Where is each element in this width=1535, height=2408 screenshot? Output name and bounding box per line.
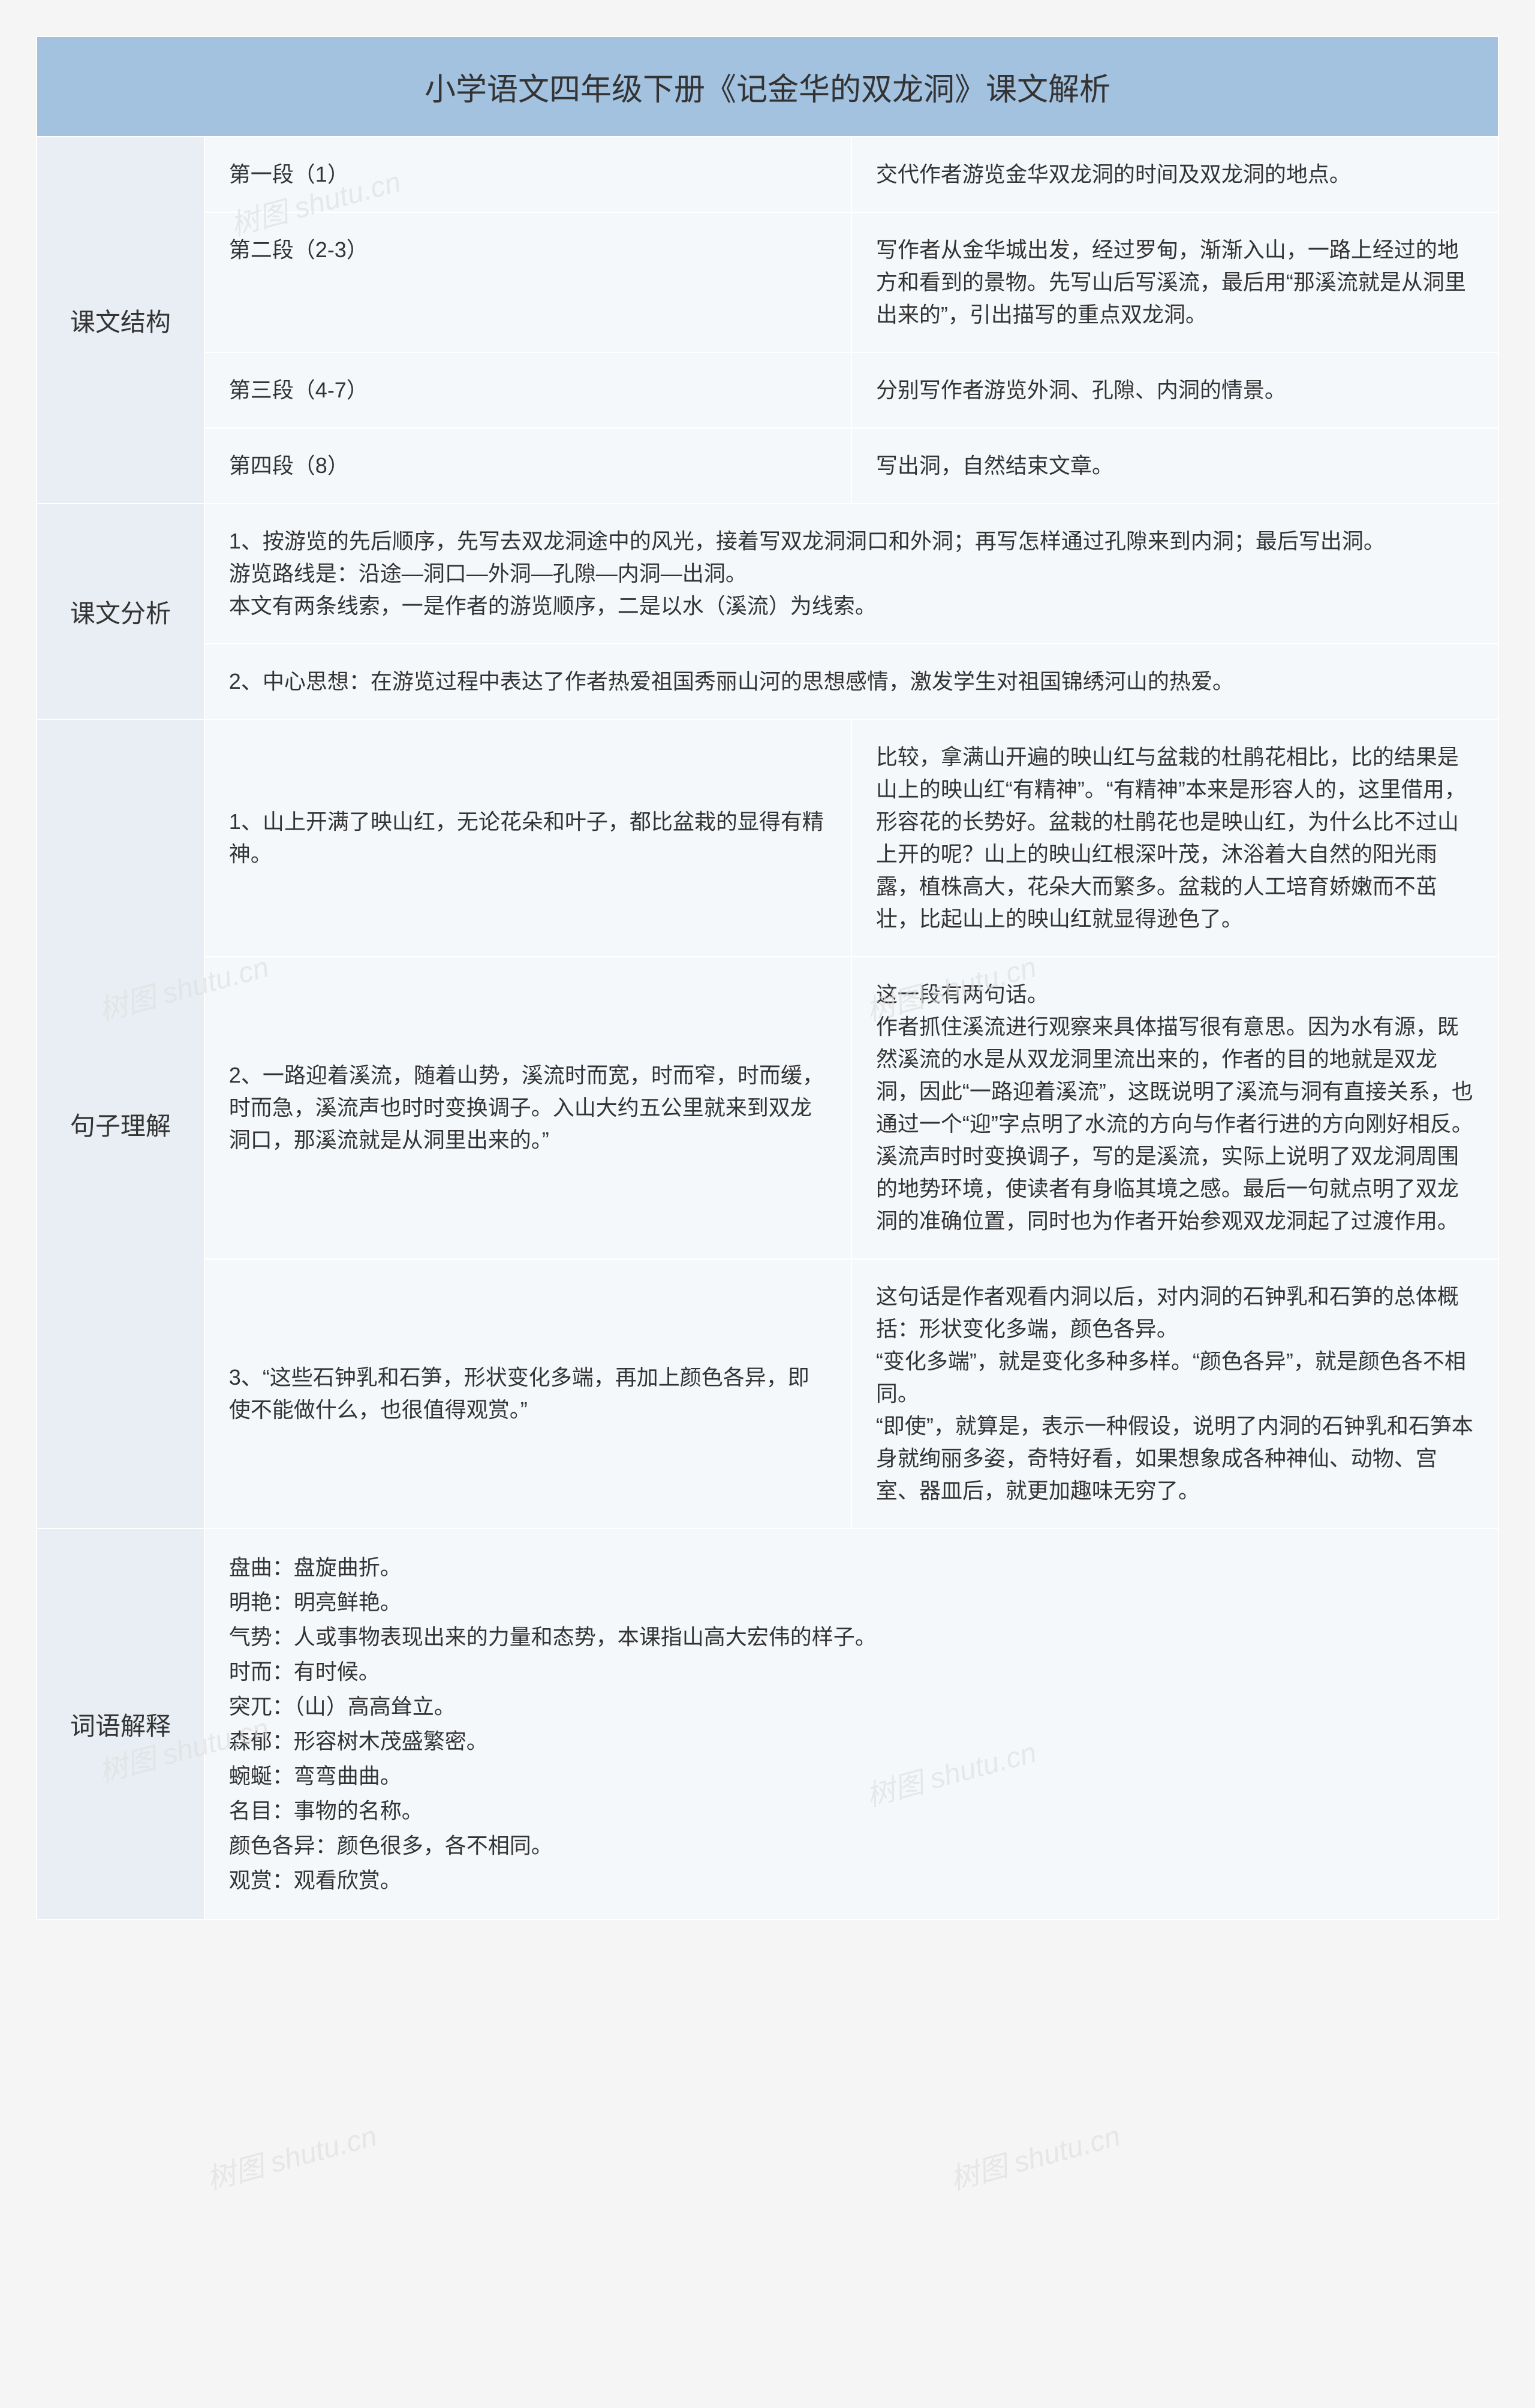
words-content: 盘曲：盘旋曲折。 明艳：明亮鲜艳。 气势：人或事物表现出来的力量和态势，本课指山… xyxy=(204,1529,1498,1919)
table-row: 句子理解 1、山上开满了映山红，无论花朵和叶子，都比盆栽的显得有精神。 比较，拿… xyxy=(37,719,1498,957)
table-row: 第三段（4-7） 分别写作者游览外洞、孔隙、内洞的情景。 xyxy=(37,352,1498,428)
title-row: 小学语文四年级下册《记金华的双龙洞》课文解析 xyxy=(37,37,1498,137)
word-item: 盘曲：盘旋曲折。 xyxy=(229,1550,1474,1585)
table-row: 课文结构 第一段（1） 交代作者游览金华双龙洞的时间及双龙洞的地点。 xyxy=(37,137,1498,212)
analysis-text: 1、按游览的先后顺序，先写去双龙洞途中的风光，接着写双龙洞洞口和外洞；再写怎样通… xyxy=(204,504,1498,644)
analysis-text: 2、中心思想：在游览过程中表达了作者热爱祖国秀丽山河的思想感情，激发学生对祖国锦… xyxy=(204,644,1498,719)
word-item: 突兀：（山）高高耸立。 xyxy=(229,1689,1474,1724)
sentence-right: 比较，拿满山开遍的映山红与盆栽的杜鹃花相比，比的结果是山上的映山红“有精神”。“… xyxy=(851,719,1498,957)
table-row: 词语解释 盘曲：盘旋曲折。 明艳：明亮鲜艳。 气势：人或事物表现出来的力量和态势… xyxy=(37,1529,1498,1919)
main-table: 小学语文四年级下册《记金华的双龙洞》课文解析 课文结构 第一段（1） 交代作者游… xyxy=(36,36,1499,1920)
table-row: 2、一路迎着溪流，随着山势，溪流时而宽，时而窄，时而缓，时而急，溪流声也时时变换… xyxy=(37,957,1498,1259)
word-item: 气势：人或事物表现出来的力量和态势，本课指山高大宏伟的样子。 xyxy=(229,1620,1474,1654)
table-row: 课文分析 1、按游览的先后顺序，先写去双龙洞途中的风光，接着写双龙洞洞口和外洞；… xyxy=(37,504,1498,644)
structure-right: 写作者从金华城出发，经过罗甸，渐渐入山，一路上经过的地方和看到的景物。先写山后写… xyxy=(851,212,1498,352)
sentence-right: 这一段有两句话。 作者抓住溪流进行观察来具体描写很有意思。因为水有源，既然溪流的… xyxy=(851,957,1498,1259)
watermark: 树图 shutu.cn xyxy=(945,2112,1124,2198)
sentence-left: 1、山上开满了映山红，无论花朵和叶子，都比盆栽的显得有精神。 xyxy=(204,719,851,957)
structure-left: 第四段（8） xyxy=(204,428,851,504)
section-label-analysis: 课文分析 xyxy=(37,504,204,719)
word-item: 名目：事物的名称。 xyxy=(229,1794,1474,1828)
table-row: 第四段（8） 写出洞，自然结束文章。 xyxy=(37,428,1498,504)
word-item: 观赏：观看欣赏。 xyxy=(229,1863,1474,1898)
section-label-words: 词语解释 xyxy=(37,1529,204,1919)
watermark: 树图 shutu.cn xyxy=(201,2112,381,2198)
document-container: 树图 shutu.cn 树图 shutu.cn 树图 shutu.cn 树图 s… xyxy=(36,36,1499,1920)
structure-right: 分别写作者游览外洞、孔隙、内洞的情景。 xyxy=(851,352,1498,428)
sentence-right: 这句话是作者观看内洞以后，对内洞的石钟乳和石笋的总体概括：形状变化多端，颜色各异… xyxy=(851,1259,1498,1529)
section-label-structure: 课文结构 xyxy=(37,137,204,504)
structure-left: 第一段（1） xyxy=(204,137,851,212)
document-title: 小学语文四年级下册《记金华的双龙洞》课文解析 xyxy=(37,37,1498,137)
sentence-left: 3、“这些石钟乳和石笋，形状变化多端，再加上颜色各异，即使不能做什么，也很值得观… xyxy=(204,1259,851,1529)
word-item: 时而：有时候。 xyxy=(229,1654,1474,1689)
sentence-left: 2、一路迎着溪流，随着山势，溪流时而宽，时而窄，时而缓，时而急，溪流声也时时变换… xyxy=(204,957,851,1259)
table-row: 第二段（2-3） 写作者从金华城出发，经过罗甸，渐渐入山，一路上经过的地方和看到… xyxy=(37,212,1498,352)
table-row: 2、中心思想：在游览过程中表达了作者热爱祖国秀丽山河的思想感情，激发学生对祖国锦… xyxy=(37,644,1498,719)
section-label-sentences: 句子理解 xyxy=(37,719,204,1529)
structure-left: 第三段（4-7） xyxy=(204,352,851,428)
word-item: 明艳：明亮鲜艳。 xyxy=(229,1585,1474,1620)
word-item: 蜿蜒：弯弯曲曲。 xyxy=(229,1759,1474,1794)
word-item: 颜色各异：颜色很多，各不相同。 xyxy=(229,1828,1474,1863)
word-item: 森郁：形容树木茂盛繁密。 xyxy=(229,1724,1474,1759)
structure-right: 写出洞，自然结束文章。 xyxy=(851,428,1498,504)
structure-left: 第二段（2-3） xyxy=(204,212,851,352)
structure-right: 交代作者游览金华双龙洞的时间及双龙洞的地点。 xyxy=(851,137,1498,212)
table-row: 3、“这些石钟乳和石笋，形状变化多端，再加上颜色各异，即使不能做什么，也很值得观… xyxy=(37,1259,1498,1529)
